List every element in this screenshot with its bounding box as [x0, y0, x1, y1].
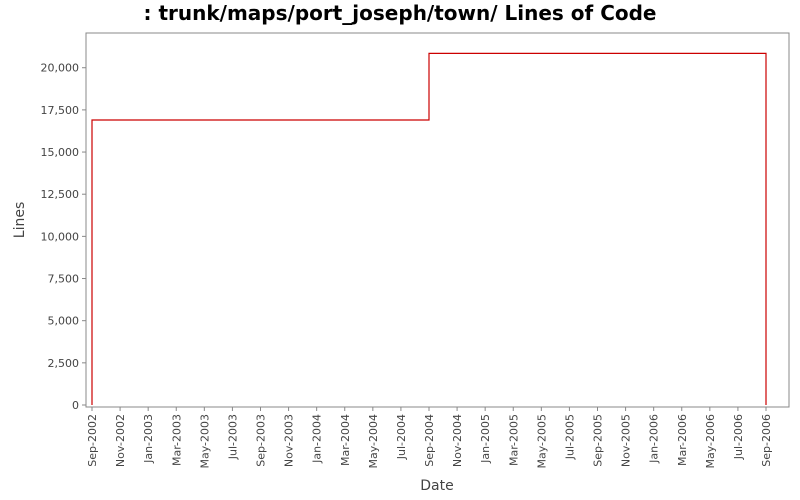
x-tick-label: Sep-2004 [423, 414, 436, 467]
x-tick-label: Mar-2005 [507, 414, 520, 466]
y-tick-label: 7,500 [48, 273, 80, 286]
x-tick-label: May-2005 [535, 414, 548, 469]
x-tick-label: Jul-2006 [732, 414, 745, 460]
y-tick-label: 12,500 [41, 188, 80, 201]
x-tick-label: Mar-2004 [339, 414, 352, 466]
y-tick-label: 2,500 [48, 357, 80, 370]
y-tick-label: 15,000 [41, 146, 80, 159]
x-tick-label: Nov-2002 [114, 414, 127, 467]
x-tick-label: Jul-2005 [563, 414, 576, 460]
series-layer [91, 52, 767, 405]
x-tick-label: Jan-2005 [479, 414, 492, 464]
y-tick-label: 10,000 [41, 230, 80, 243]
x-tick-label: May-2004 [367, 414, 380, 469]
x-tick-label: Nov-2004 [451, 414, 464, 467]
x-tick-label: Jan-2006 [648, 414, 661, 464]
x-tick-label: Mar-2003 [170, 414, 183, 466]
x-tick-label: Nov-2005 [620, 414, 633, 467]
x-tick-label: Sep-2005 [592, 414, 605, 467]
x-tick-label: May-2006 [704, 414, 717, 469]
y-axis-label: Lines [12, 202, 28, 238]
y-tick-label: 17,500 [41, 104, 80, 117]
y-tick-label: 0 [72, 399, 79, 412]
x-tick-label: Jul-2004 [395, 414, 408, 460]
x-tick-label: Sep-2002 [86, 414, 99, 467]
x-tick-label: Sep-2003 [255, 414, 268, 467]
x-tick-label: Mar-2006 [676, 414, 689, 466]
x-tick-label: Nov-2003 [283, 414, 296, 467]
x-axis: Sep-2002 Nov-2002 Jan-2003 Mar-2003 May-2003… [86, 407, 773, 469]
y-tick-label: 20,000 [41, 62, 80, 75]
x-axis-label: Date [420, 478, 453, 494]
x-tick-label: Jul-2003 [226, 414, 239, 460]
chart-title: : trunk/maps/port_joseph/town/ Lines of … [144, 1, 657, 25]
plot-area [85, 32, 790, 408]
x-tick-label: Jan-2004 [311, 414, 324, 464]
x-tick-label: Sep-2006 [760, 414, 773, 467]
y-tick-label: 5,000 [48, 315, 80, 328]
x-tick-label: Jan-2003 [142, 414, 155, 464]
y-axis: 0 2,500 5,000 7,500 10,000 12,500 15,000 17,500… [41, 62, 86, 412]
x-tick-label: May-2003 [198, 414, 211, 469]
series-line [91, 52, 767, 405]
